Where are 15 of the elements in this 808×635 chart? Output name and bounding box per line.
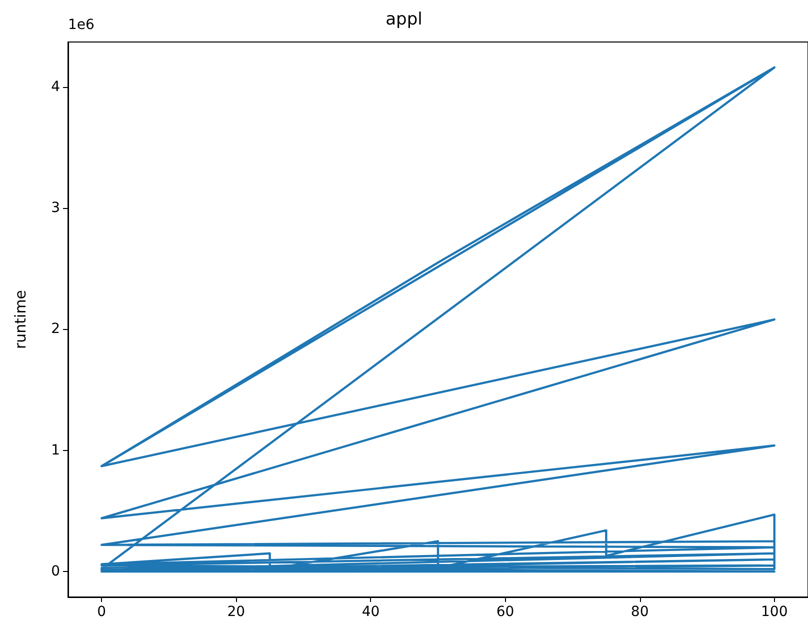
x-tick-label: 100: [760, 604, 788, 620]
x-tick-label: 80: [630, 604, 649, 620]
x-tick-label: 60: [496, 604, 514, 620]
x-tick-label: 20: [227, 604, 246, 620]
x-tick-label: 40: [362, 604, 380, 620]
x-tick-label: 0: [97, 604, 106, 620]
y-tick-label: 3: [51, 200, 60, 216]
text: 1e6: [68, 17, 95, 33]
y-tick-label: 0: [51, 564, 60, 580]
y-tick-label: 1: [51, 442, 60, 458]
y-axis-title: runtime: [12, 290, 30, 350]
y-tick-label: 4: [51, 78, 60, 95]
y-tick-label: 2: [51, 321, 60, 338]
chart-title: appl: [386, 10, 422, 30]
line-series: [100, 66, 776, 573]
